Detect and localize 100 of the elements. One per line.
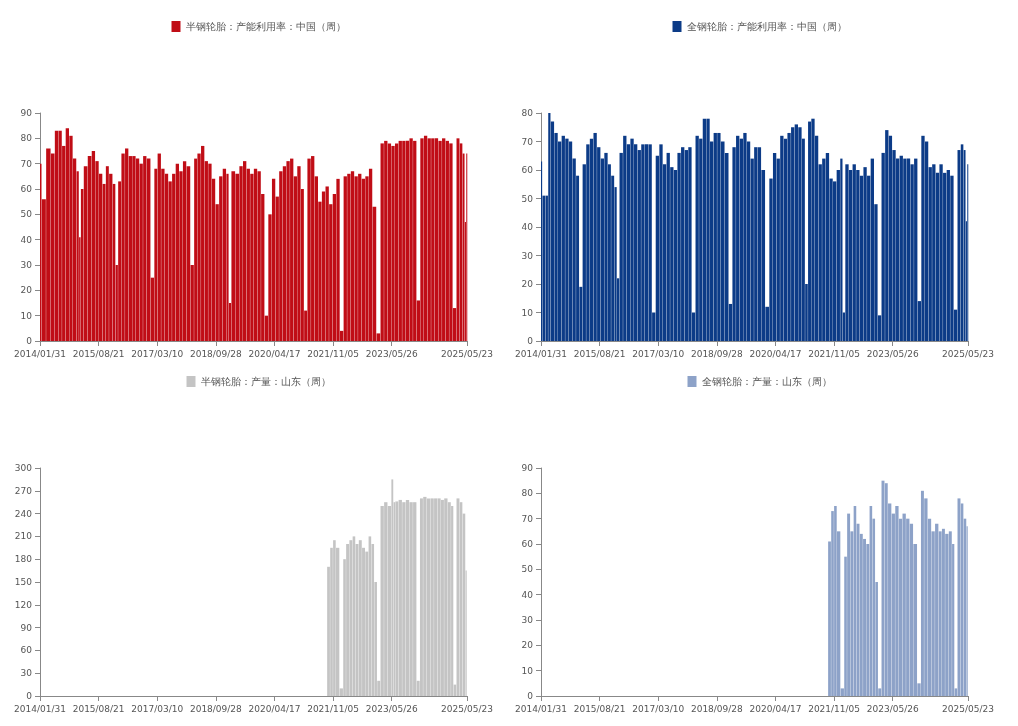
x-tick-label: 2017/03/10 [632,348,685,359]
bar [772,152,777,341]
bar [909,523,914,696]
y-tick-label: 180 [14,554,33,565]
x-tick-label: 2017/03/10 [632,703,685,714]
y-tick-label: 80 [20,133,33,144]
bar [688,147,692,341]
bar [798,127,802,341]
x-tick-label: 2021/11/05 [808,703,861,714]
bar [405,499,410,696]
legend-label: 全钢轮胎：产量：山东（周） [701,376,832,387]
y-tick-label: 300 [14,463,33,473]
y-tick-label: 70 [521,136,534,147]
bar [391,145,395,341]
bar [380,506,384,696]
bar [394,143,399,341]
y-tick-label: 120 [14,599,33,610]
bar [899,155,903,341]
bar [438,140,442,341]
x-tick-label: 2020/04/17 [248,703,301,714]
bar [343,176,347,341]
y-tick-label: 60 [20,184,33,194]
bar [641,144,645,341]
y-tick-label: 30 [20,260,33,270]
bar [666,152,670,341]
x-tick-label: 2017/03/10 [131,703,184,714]
bar [434,138,439,341]
bar [164,173,169,341]
bar [681,147,685,341]
bar [903,158,907,341]
bar [257,171,261,341]
bar [350,171,355,341]
bar [825,152,830,341]
legend-label: 全钢轮胎：产能利用率：中国（周） [686,21,847,32]
bar [387,143,392,341]
y-tick-label: 90 [20,622,33,633]
bar [847,513,851,696]
bar [361,178,366,341]
bar [311,156,315,341]
x-tick-label: 2015/08/21 [72,348,125,359]
bar [419,498,423,696]
y-tick-label: 60 [20,645,33,656]
y-tick-label: 60 [521,165,534,175]
bar [593,132,597,341]
bar [561,135,565,341]
bar [368,168,373,341]
y-tick-label: 40 [20,234,33,245]
bar [143,156,147,341]
y-tick-label: 50 [20,209,33,220]
bar [380,143,384,341]
y-tick-label: 80 [521,488,534,499]
y-tick-label: 70 [20,158,33,169]
bar [445,140,449,341]
x-tick-label: 2015/08/21 [573,348,626,359]
y-tick-label: 20 [521,279,534,289]
bar [713,132,717,341]
bar [736,135,740,341]
x-tick-label: 2020/04/17 [248,348,301,359]
x-tick-label: 2018/09/28 [690,703,744,714]
bar [630,138,634,341]
bar [565,138,569,341]
bar [743,132,747,341]
x-tick-label: 2023/05/26 [365,348,418,359]
bar [208,163,212,341]
bar [791,127,795,341]
bar [132,156,136,341]
bar [358,173,362,341]
y-tick-label: 70 [521,513,534,524]
bar [757,147,762,341]
bar [253,168,258,341]
y-tick-label: 50 [521,564,534,575]
bar [201,145,205,341]
bar [46,148,51,341]
bar [405,140,410,341]
y-tick-label: 90 [20,108,33,118]
bar [336,178,340,341]
bar [914,158,918,341]
bar [222,168,227,341]
y-tick-label: 240 [14,508,33,519]
bar [175,163,180,341]
bar [885,130,889,341]
y-tick-label: 50 [521,193,534,204]
y-tick-label: 80 [521,108,534,118]
x-tick-label: 2025/05/23 [441,348,493,359]
bar [398,140,402,341]
y-tick-label: 30 [521,250,534,261]
bar [717,132,721,341]
bar [297,166,301,341]
y-tick-label: 0 [26,336,33,346]
bar [384,140,388,341]
bar [811,118,815,341]
bar [695,135,699,341]
y-tick-label: 270 [14,485,33,496]
bar [906,158,911,341]
y-tick-label: 0 [26,691,33,701]
bar [413,502,417,696]
bar [65,128,70,341]
bar [948,531,952,696]
bar [426,498,431,696]
bar [921,135,925,341]
